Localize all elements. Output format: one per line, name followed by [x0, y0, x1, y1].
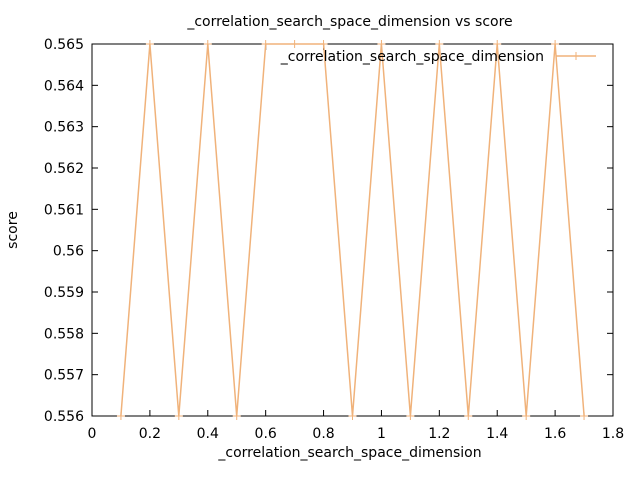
- data-point: [174, 412, 183, 420]
- x-tick-label: 1.6: [544, 426, 566, 442]
- x-tick-label: 1: [377, 426, 386, 442]
- y-tick-label: 0.558: [44, 326, 84, 342]
- x-tick-label: 0.8: [312, 426, 334, 442]
- x-tick-label: 1.4: [486, 426, 508, 442]
- x-tick-label: 0.4: [197, 426, 219, 442]
- legend-label: _correlation_search_space_dimension: [280, 49, 544, 65]
- data-point: [493, 40, 502, 48]
- series-layer: [116, 40, 589, 420]
- legend: _correlation_search_space_dimension: [280, 49, 596, 65]
- data-point: [319, 40, 328, 48]
- x-tick-label: 0.2: [139, 426, 161, 442]
- data-point: [290, 40, 299, 48]
- chart-title: _correlation_search_space_dimension vs s…: [186, 14, 512, 30]
- y-tick-label: 0.556: [44, 409, 84, 425]
- data-point: [145, 40, 154, 48]
- y-axis-ticks: 0.556 0.557 0.558 0.559 0.56 0.561 0.562 0.563 0…: [44, 37, 613, 425]
- data-point: [464, 412, 473, 420]
- y-tick-label: 0.559: [44, 285, 84, 301]
- x-tick-label: 1.2: [428, 426, 450, 442]
- data-point: [551, 40, 560, 48]
- series-line: [120, 43, 585, 417]
- x-axis-ticks: 0 0.2 0.4 0.6 0.8 1 1.2 1.4 1.6 1.8: [88, 44, 624, 442]
- data-point: [435, 40, 444, 48]
- y-tick-label: 0.563: [44, 120, 84, 136]
- y-axis-label: score: [5, 211, 21, 249]
- data-point: [377, 40, 386, 48]
- y-tick-label: 0.557: [44, 368, 84, 384]
- data-point: [261, 40, 270, 48]
- x-tick-label: 1.8: [602, 426, 624, 442]
- data-point: [232, 412, 241, 420]
- data-point: [522, 412, 531, 420]
- y-tick-label: 0.561: [44, 202, 84, 218]
- data-point: [203, 40, 212, 48]
- data-point: [116, 412, 125, 420]
- y-tick-label: 0.56: [53, 244, 84, 260]
- data-point: [406, 412, 415, 420]
- y-tick-label: 0.565: [44, 37, 84, 53]
- x-axis-label: _correlation_search_space_dimension: [217, 445, 481, 461]
- y-tick-label: 0.562: [44, 161, 84, 177]
- x-tick-label: 0: [88, 426, 97, 442]
- data-point: [348, 412, 357, 420]
- x-tick-label: 0.6: [255, 426, 277, 442]
- y-tick-label: 0.564: [44, 78, 84, 94]
- data-point: [580, 412, 589, 420]
- plot-frame: [91, 43, 614, 417]
